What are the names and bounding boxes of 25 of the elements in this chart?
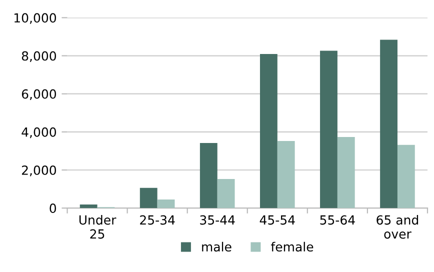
bar (337, 137, 355, 208)
bar (157, 200, 175, 208)
x-tick-label: 35-44 (200, 215, 235, 225)
x-tick-label: 25-34 (140, 215, 175, 225)
x-tick-label: Under 25 (79, 215, 116, 239)
y-tick-label: 10,000 (14, 13, 56, 24)
y-tick-label: 0 (50, 204, 56, 214)
legend-label: male (202, 242, 232, 252)
bar (140, 188, 158, 208)
bar (277, 141, 295, 208)
y-tick-label: 8,000 (22, 51, 56, 62)
bar (380, 40, 398, 208)
y-tick-label: 6,000 (22, 89, 56, 100)
bar (260, 54, 278, 208)
bar (320, 50, 338, 208)
bar (217, 178, 235, 208)
bar (200, 142, 218, 208)
y-tick-label: 2,000 (22, 165, 56, 176)
x-tick-label: 45-54 (260, 215, 295, 225)
bar (397, 144, 415, 208)
x-tick-label: 55-64 (320, 215, 355, 225)
bar (80, 204, 98, 208)
y-tick-label: 4,000 (22, 127, 56, 138)
x-tick-label: 65 and over (376, 215, 418, 239)
legend-label: female (270, 242, 314, 252)
